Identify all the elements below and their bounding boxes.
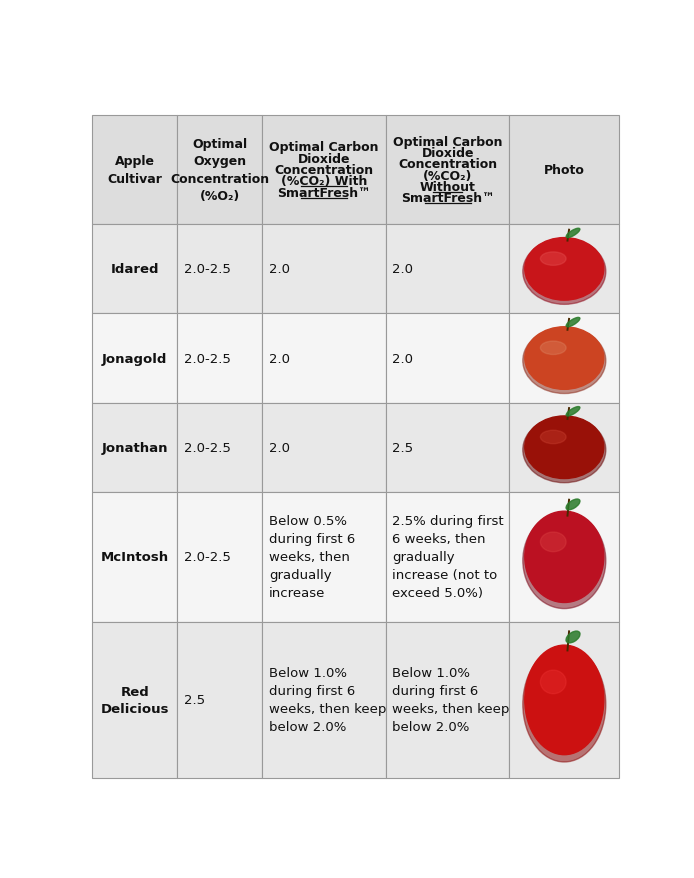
Bar [386, 225, 509, 314]
Text: 2.0-2.5: 2.0-2.5 [184, 551, 230, 564]
Bar [386, 116, 509, 225]
Bar [386, 314, 509, 403]
Bar [92, 403, 177, 493]
Ellipse shape [541, 342, 566, 355]
Text: Below 1.0%
during first 6
weeks, then keep
below 2.0%: Below 1.0% during first 6 weeks, then ke… [269, 666, 386, 733]
Bar [386, 403, 509, 493]
Text: 2.5: 2.5 [392, 442, 414, 454]
Ellipse shape [566, 407, 580, 416]
Bar [177, 116, 262, 225]
Text: SmartFresh™: SmartFresh™ [278, 186, 371, 199]
Text: Concentration: Concentration [275, 164, 373, 176]
Bar [177, 225, 262, 314]
Bar [509, 493, 619, 623]
Ellipse shape [566, 318, 580, 327]
Bar [262, 225, 386, 314]
Bar [386, 623, 509, 778]
Bar [92, 493, 177, 623]
Ellipse shape [541, 431, 566, 444]
Text: 2.0: 2.0 [269, 263, 290, 276]
Text: Without: Without [420, 181, 475, 194]
Ellipse shape [523, 328, 606, 394]
Text: Red
Delicious: Red Delicious [101, 685, 169, 716]
Bar [262, 116, 386, 225]
Bar [262, 314, 386, 403]
Text: 2.0-2.5: 2.0-2.5 [184, 442, 230, 454]
Text: (%CO₂) With: (%CO₂) With [281, 175, 367, 188]
Bar [509, 403, 619, 493]
Ellipse shape [541, 253, 566, 266]
Text: Photo: Photo [544, 164, 585, 176]
Bar [177, 403, 262, 493]
Text: Below 1.0%
during first 6
weeks, then keep
below 2.0%: Below 1.0% during first 6 weeks, then ke… [392, 666, 509, 733]
Bar [262, 403, 386, 493]
Text: 2.0-2.5: 2.0-2.5 [184, 263, 230, 276]
Bar [262, 493, 386, 623]
Text: 2.5: 2.5 [184, 694, 205, 707]
Ellipse shape [566, 500, 580, 510]
Ellipse shape [523, 417, 606, 483]
Text: 2.0: 2.0 [269, 442, 290, 454]
Ellipse shape [566, 631, 580, 643]
Text: 2.0: 2.0 [269, 352, 290, 365]
Text: Optimal Carbon: Optimal Carbon [393, 135, 502, 148]
Bar [509, 116, 619, 225]
Ellipse shape [525, 327, 604, 390]
Bar [386, 493, 509, 623]
Bar [92, 225, 177, 314]
Ellipse shape [525, 416, 604, 479]
Text: (%CO₂): (%CO₂) [423, 169, 473, 183]
Text: Jonathan: Jonathan [101, 442, 168, 454]
Ellipse shape [541, 532, 566, 552]
Text: Dioxide: Dioxide [421, 147, 474, 160]
Bar [177, 314, 262, 403]
Bar [92, 116, 177, 225]
Bar [262, 623, 386, 778]
Text: Optimal Carbon: Optimal Carbon [269, 141, 379, 154]
Text: 2.5% during first
6 weeks, then
gradually
increase (not to
exceed 5.0%): 2.5% during first 6 weeks, then graduall… [392, 515, 504, 600]
Text: Concentration: Concentration [398, 158, 497, 171]
Text: 2.0-2.5: 2.0-2.5 [184, 352, 230, 365]
Bar [92, 314, 177, 403]
Text: McIntosh: McIntosh [101, 551, 169, 564]
Ellipse shape [525, 645, 604, 755]
Ellipse shape [523, 513, 606, 608]
Bar [92, 623, 177, 778]
Text: Optimal
Oxygen
Concentration
(%O₂): Optimal Oxygen Concentration (%O₂) [170, 138, 269, 203]
Text: 2.0: 2.0 [392, 263, 414, 276]
Text: 2.0: 2.0 [392, 352, 414, 365]
Ellipse shape [541, 671, 566, 694]
Ellipse shape [523, 240, 606, 305]
Text: Below 0.5%
during first 6
weeks, then
gradually
increase: Below 0.5% during first 6 weeks, then gr… [269, 515, 355, 600]
Bar [509, 623, 619, 778]
Ellipse shape [525, 512, 604, 603]
Bar [177, 623, 262, 778]
Text: Dioxide: Dioxide [298, 153, 350, 165]
Text: SmartFresh™: SmartFresh™ [401, 192, 494, 205]
Text: Idared: Idared [110, 263, 159, 276]
Ellipse shape [523, 647, 606, 762]
Bar [509, 314, 619, 403]
Ellipse shape [525, 238, 604, 301]
Text: Apple
Cultivar: Apple Cultivar [108, 155, 162, 185]
Bar [177, 493, 262, 623]
Bar [509, 225, 619, 314]
Ellipse shape [566, 229, 580, 238]
Text: Jonagold: Jonagold [102, 352, 167, 365]
